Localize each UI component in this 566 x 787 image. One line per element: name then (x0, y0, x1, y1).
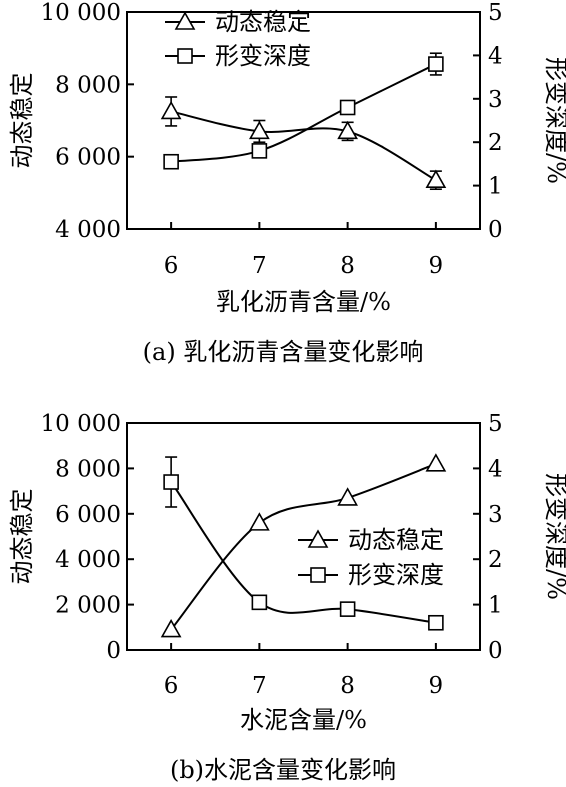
y-left-tick-label: 4 000 (55, 217, 121, 243)
y-right-tick-label: 2 (488, 130, 503, 156)
x-axis-title: 水泥含量/% (240, 706, 367, 734)
series-line-square (170, 481, 437, 624)
y-right-tick-label: 1 (488, 593, 503, 619)
data-point-square (428, 56, 444, 72)
y-left-tick-label: 2 000 (55, 593, 121, 619)
y-right-tick-label: 0 (488, 638, 503, 664)
y-left-tick-label: 10 000 (41, 411, 121, 437)
figure-caption: (a) 乳化沥青含量变化影响 (143, 338, 424, 366)
legend-marker-triangle (307, 529, 329, 548)
data-point-square (251, 594, 268, 611)
x-tick-label: 9 (429, 673, 444, 699)
y-right-tick-label: 2 (488, 547, 503, 573)
x-tick-label: 9 (429, 253, 444, 279)
y-left-tick-label: 8 000 (55, 72, 121, 98)
y-left-tick-label: 6 000 (55, 502, 121, 528)
plot-frame (126, 11, 481, 230)
legend-label: 动态稳定 (215, 8, 311, 36)
series-line-square (171, 63, 437, 163)
figure-caption: (b)水泥含量变化影响 (170, 756, 396, 784)
y-left-axis-title: 动态稳定 (8, 73, 36, 169)
y-left-tick-label: 4 000 (55, 547, 121, 573)
y-right-tick-label: 5 (488, 0, 503, 26)
x-axis-title: 乳化沥青含量/% (216, 288, 391, 316)
y-left-tick-label: 6 000 (55, 145, 121, 171)
legend-label: 形变深度 (215, 42, 311, 70)
legend-label: 动态稳定 (348, 526, 444, 554)
data-point-square (339, 99, 356, 116)
y-right-tick-label: 3 (488, 87, 503, 113)
x-tick-label: 8 (340, 253, 355, 279)
data-point-square (339, 601, 356, 617)
legend-marker-triangle (174, 11, 196, 30)
data-point-triangle (337, 487, 358, 506)
data-point-square (428, 614, 444, 631)
plot-frame (126, 422, 481, 651)
y-right-tick-label: 0 (488, 217, 503, 243)
data-point-square (163, 153, 179, 170)
data-point-square (251, 143, 268, 159)
y-right-axis-title: 形变深度/% (542, 57, 566, 184)
series-line-triangle (170, 110, 437, 182)
data-point-square (163, 474, 179, 490)
x-tick-label: 8 (340, 673, 355, 699)
data-point-triangle (249, 512, 270, 531)
data-point-triangle (160, 618, 182, 638)
y-right-tick-label: 5 (488, 411, 503, 437)
y-left-tick-label: 0 (106, 638, 121, 664)
legend-label: 形变深度 (348, 561, 444, 589)
x-tick-label: 7 (252, 253, 267, 279)
y-left-tick-label: 8 000 (55, 456, 121, 482)
y-left-axis-title: 动态稳定 (8, 489, 36, 585)
legend-marker-square (177, 48, 193, 64)
y-right-tick-label: 1 (488, 174, 503, 200)
y-right-tick-label: 4 (488, 43, 503, 69)
data-point-triangle (425, 169, 447, 188)
y-right-axis-title: 形变深度/% (542, 473, 566, 600)
y-left-tick-label: 10 000 (41, 0, 121, 26)
legend-marker-square (310, 567, 326, 583)
chart-a: 6 7 8 9 4 000 6 000 8 000 10 000 0 1 2 3 4 5 乳化沥青含量/% 动… (8, 0, 566, 366)
data-point-triangle (249, 120, 270, 140)
data-point-triangle (337, 120, 358, 140)
y-right-tick-label: 3 (488, 502, 503, 528)
series-line-triangle (170, 462, 437, 631)
data-point-triangle (160, 100, 182, 120)
x-tick-label: 6 (164, 673, 179, 699)
y-right-tick-label: 4 (488, 456, 503, 482)
chart-b: 6 7 8 9 0 2 000 4 000 6 000 8 000 10 000 0 1 2 3 4 5 水泥含… (8, 411, 566, 784)
x-tick-label: 7 (252, 673, 267, 699)
x-tick-label: 6 (164, 253, 179, 279)
data-point-triangle (425, 453, 447, 472)
